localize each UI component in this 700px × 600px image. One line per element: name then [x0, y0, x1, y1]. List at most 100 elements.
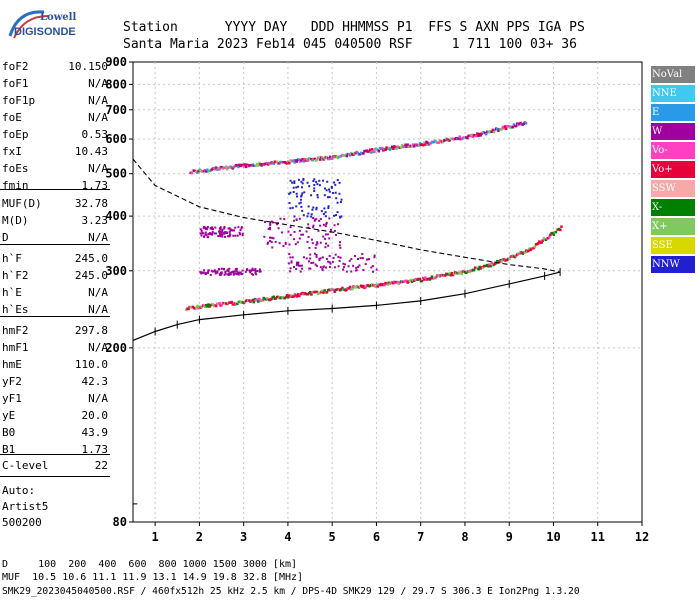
- echo-point: [228, 267, 231, 270]
- echo-point: [315, 218, 318, 221]
- echo-point: [313, 252, 316, 255]
- param-value: 10.150: [68, 60, 108, 73]
- echo-point: [299, 264, 302, 267]
- upper-trace-point: [254, 164, 258, 167]
- echo-point: [311, 208, 314, 211]
- echo-point: [269, 240, 272, 243]
- echo-point: [267, 227, 270, 230]
- echo-point: [308, 267, 311, 270]
- echo-point: [336, 179, 339, 182]
- upper-trace-point: [272, 162, 276, 165]
- echo-point: [352, 264, 355, 267]
- upper-trace-point: [475, 134, 478, 138]
- o-trace-point: [196, 304, 199, 308]
- upper-trace-point: [285, 162, 289, 165]
- echo-point: [281, 231, 284, 234]
- logo-swoosh-icon: [8, 10, 49, 39]
- upper-trace-point: [404, 143, 407, 146]
- echo-point: [288, 202, 291, 205]
- echo-point: [313, 183, 316, 186]
- o-trace-point: [536, 242, 540, 245]
- echo-point: [282, 245, 285, 248]
- o-trace-point: [449, 273, 453, 277]
- echo-point: [219, 228, 222, 231]
- o-trace-point: [533, 245, 537, 249]
- upper-trace-point: [237, 165, 240, 169]
- o-trace-point: [551, 231, 554, 235]
- o-trace-point: [297, 294, 301, 298]
- param-value: 42.3: [81, 375, 109, 388]
- param-value: 0.53: [81, 128, 109, 141]
- upper-trace-point: [392, 147, 395, 150]
- echo-point: [321, 269, 324, 272]
- echo-point: [328, 237, 331, 240]
- echo-point: [241, 269, 244, 272]
- param-row-fof1p: foF1p N/A: [2, 94, 108, 108]
- upper-trace-point: [304, 159, 308, 162]
- echo-point: [200, 229, 203, 232]
- y-tick-label: 900: [105, 55, 127, 69]
- echo-point: [334, 253, 337, 256]
- echo-point: [316, 196, 319, 199]
- echo-point: [271, 246, 274, 249]
- o-trace-point: [468, 270, 471, 274]
- upper-trace-point: [500, 128, 503, 131]
- echo-point: [347, 265, 350, 268]
- header-row-values: Santa Maria 2023 Feb14 045 040500 RSF 1 …: [123, 37, 577, 52]
- echo-point: [318, 219, 321, 222]
- upper-trace-point: [245, 163, 249, 167]
- echo-point: [244, 270, 247, 273]
- ionogram-chart: 1 2 3 4 5 6 7 8 9 10 11 12 802003004005006007008009…: [105, 55, 649, 544]
- upper-trace-point: [331, 157, 334, 160]
- echo-point: [246, 268, 249, 271]
- echo-point: [227, 273, 230, 276]
- echo-point: [251, 267, 254, 270]
- o-trace-point: [322, 291, 325, 294]
- upper-trace-point: [426, 141, 429, 145]
- echo-point: [292, 186, 295, 189]
- echo-point: [199, 228, 202, 231]
- echo-point: [227, 227, 230, 230]
- echo-point: [287, 262, 290, 265]
- o-trace-point: [513, 255, 517, 259]
- o-trace-point: [481, 266, 485, 270]
- echo-point: [314, 263, 317, 266]
- echo-point: [219, 235, 222, 238]
- echo-point: [332, 256, 335, 259]
- echo-point: [337, 255, 340, 258]
- param-value: N/A: [88, 341, 108, 354]
- legend-item-nne: NNE: [651, 85, 695, 102]
- o-trace-point: [508, 257, 511, 260]
- param-label: MUF(D): [2, 197, 42, 210]
- echo-point: [299, 198, 302, 201]
- upper-trace-point: [403, 145, 406, 148]
- echo-point: [295, 268, 298, 271]
- o-trace-point: [364, 285, 367, 289]
- logo-line1: Lowell: [40, 12, 77, 23]
- param-label: h`Es: [2, 303, 29, 316]
- upper-trace-point: [358, 152, 362, 156]
- upper-trace-point: [356, 151, 360, 155]
- o-trace-point: [560, 225, 563, 228]
- echo-point: [322, 235, 325, 238]
- o-trace-point: [347, 287, 351, 290]
- upper-trace-point: [511, 126, 515, 129]
- echo-point: [314, 246, 317, 249]
- echo-point: [239, 233, 242, 236]
- echo-point: [289, 226, 292, 229]
- legend-item-vo: Vo-: [651, 142, 695, 159]
- upper-trace-point: [388, 148, 392, 151]
- echo-point: [307, 235, 310, 238]
- y-tick-label: 600: [105, 132, 127, 146]
- o-trace-point: [206, 305, 209, 308]
- echo-point: [301, 267, 304, 270]
- echo-point: [328, 217, 331, 220]
- digisonde-logo: Lowell DIGISONDE: [4, 6, 84, 42]
- upper-trace-point: [255, 162, 259, 166]
- echo-point: [211, 228, 214, 231]
- echo-point: [323, 207, 326, 210]
- param-value: N/A: [88, 303, 108, 316]
- x-tick-label: 3: [240, 530, 247, 544]
- param-label: C-level: [2, 459, 49, 472]
- o-trace-point: [420, 279, 424, 283]
